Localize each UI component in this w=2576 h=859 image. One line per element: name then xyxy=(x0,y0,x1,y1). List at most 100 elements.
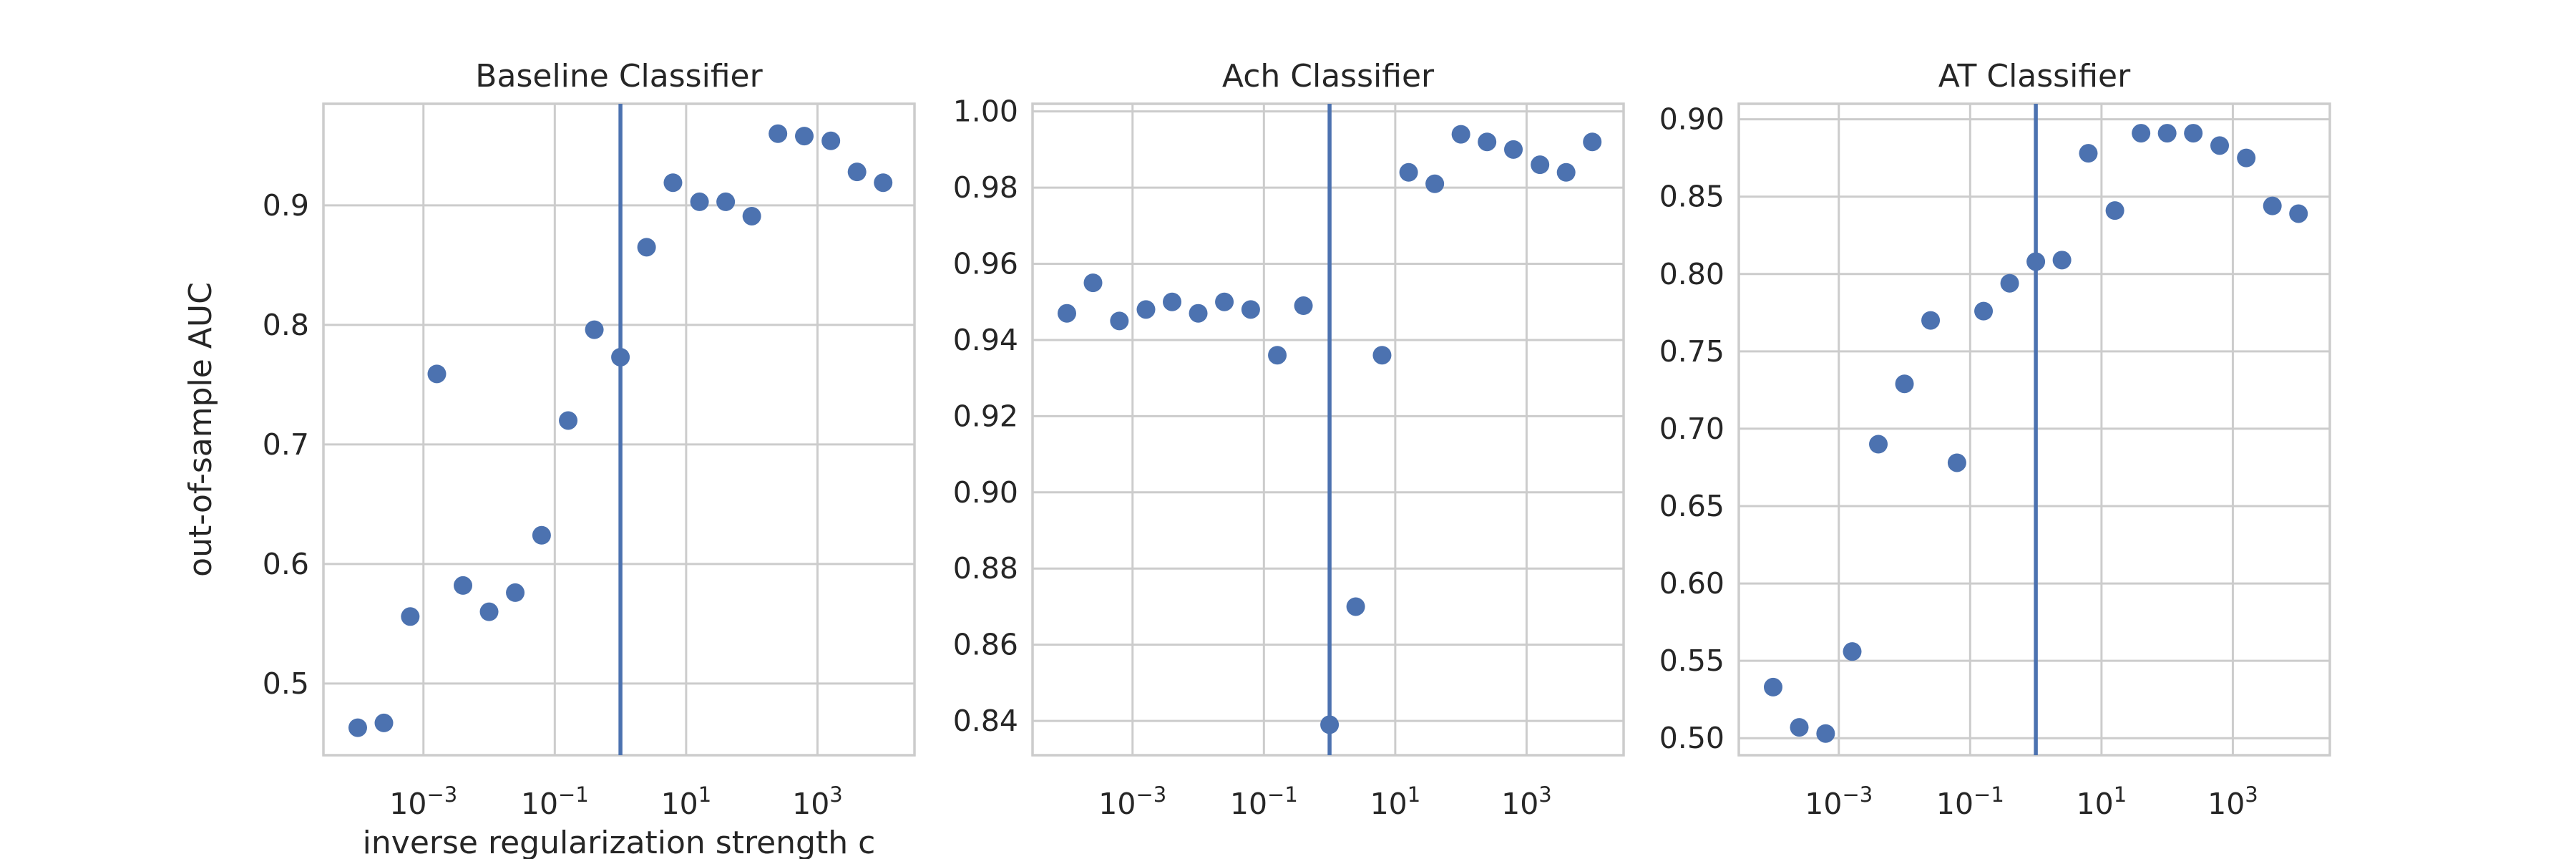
data-point xyxy=(1531,155,1550,175)
data-point xyxy=(821,131,841,150)
data-point xyxy=(1478,132,1497,152)
data-point xyxy=(2000,273,2019,293)
y-axis-label: out-of-sample AUC xyxy=(182,282,219,577)
data-point xyxy=(2210,136,2230,155)
x-tick-label: 10−3 xyxy=(389,782,457,821)
data-point xyxy=(506,583,525,602)
y-tick-label: 0.85 xyxy=(1659,180,1724,214)
data-point xyxy=(1425,174,1445,193)
data-point xyxy=(1974,301,1994,321)
data-point xyxy=(1346,597,1365,616)
data-point xyxy=(454,576,473,595)
data-point xyxy=(1215,292,1234,311)
y-tick-label: 0.8 xyxy=(263,308,309,342)
chart-title: AT Classifier xyxy=(1938,58,2131,94)
data-point xyxy=(1583,132,1602,152)
data-point xyxy=(637,238,656,257)
y-tick-label: 0.7 xyxy=(263,427,309,462)
x-axis-label: inverse regularization strength c xyxy=(363,825,876,859)
data-point xyxy=(1843,642,1862,661)
chart-title: Ach Classifier xyxy=(1222,58,1435,94)
chart-panel-3: 0.50 0.55 0.60 0.65 0.70 0.75 0.80 0.85 0.90 10−3… xyxy=(1659,58,2331,821)
data-point xyxy=(1294,296,1313,316)
data-point xyxy=(532,525,551,545)
data-point xyxy=(1816,724,1835,743)
data-point xyxy=(1372,346,1392,365)
y-tick-label: 0.50 xyxy=(1659,721,1724,755)
data-point xyxy=(1241,300,1260,319)
x-tick-label: 103 xyxy=(2207,782,2258,821)
x-tick-label: 10−3 xyxy=(1805,782,1873,821)
x-tick-label: 10−1 xyxy=(1936,782,2004,821)
x-tick-label: 103 xyxy=(1501,782,1552,821)
data-point xyxy=(2237,148,2256,168)
x-tick-label: 101 xyxy=(1370,782,1421,821)
data-point xyxy=(1057,304,1076,323)
y-tick-label: 0.94 xyxy=(953,323,1018,357)
data-point xyxy=(1320,715,1340,734)
data-point xyxy=(585,320,604,339)
data-point xyxy=(2105,201,2124,220)
data-point xyxy=(663,173,683,193)
data-point xyxy=(769,124,788,143)
x-tick-label: 10−3 xyxy=(1098,782,1166,821)
x-tick-label: 101 xyxy=(2077,782,2127,821)
data-point xyxy=(1399,162,1418,182)
y-tick-label: 0.55 xyxy=(1659,644,1724,678)
y-tick-label: 0.92 xyxy=(953,399,1018,433)
data-point xyxy=(2079,144,2098,163)
y-tick-label: 0.60 xyxy=(1659,566,1724,601)
data-point xyxy=(2184,124,2203,143)
y-tick-label: 0.84 xyxy=(953,704,1018,738)
data-point xyxy=(1110,311,1129,331)
data-point xyxy=(742,206,761,225)
y-tick-label: 0.86 xyxy=(953,628,1018,662)
data-point xyxy=(611,347,630,367)
y-tick-label: 0.9 xyxy=(263,188,309,223)
data-point xyxy=(2052,251,2072,270)
data-point xyxy=(2026,252,2046,271)
data-point xyxy=(348,718,367,737)
data-point xyxy=(1451,125,1470,144)
data-point xyxy=(1083,273,1103,293)
chart-title: Baseline Classifier xyxy=(475,58,763,94)
y-tick-label: 0.75 xyxy=(1659,334,1724,369)
data-point xyxy=(1869,435,1888,454)
data-point xyxy=(427,364,447,384)
x-tick-label: 10−1 xyxy=(521,782,589,821)
data-point xyxy=(1947,453,1966,472)
y-tick-label: 0.80 xyxy=(1659,257,1724,291)
data-point xyxy=(1136,300,1156,319)
x-tick-label: 103 xyxy=(792,782,843,821)
chart-panel-2: 0.84 0.86 0.88 0.90 0.92 0.94 0.96 0.98 1.00 10−3… xyxy=(953,58,1625,821)
data-point xyxy=(479,602,499,621)
data-point xyxy=(1895,374,1914,394)
x-tick-label: 101 xyxy=(661,782,712,821)
data-point xyxy=(1163,292,1182,311)
data-point xyxy=(2132,124,2151,143)
data-point xyxy=(2157,124,2177,143)
y-tick-label: 0.65 xyxy=(1659,489,1724,523)
y-tick-label: 0.5 xyxy=(263,666,309,701)
y-tick-label: 0.98 xyxy=(953,170,1018,205)
x-tick-label: 10−1 xyxy=(1230,782,1298,821)
y-tick-label: 1.00 xyxy=(953,94,1018,129)
data-point xyxy=(2289,204,2308,223)
data-point xyxy=(1268,346,1287,365)
data-point xyxy=(874,173,893,193)
data-point xyxy=(690,192,709,211)
chart-panel-1: 0.5 0.6 0.7 0.8 0.9 10−3 10−1 101 103 Baseline Cl… xyxy=(182,58,916,859)
data-point xyxy=(716,192,736,211)
data-point xyxy=(847,162,867,182)
y-tick-label: 0.6 xyxy=(263,547,309,581)
y-tick-label: 0.70 xyxy=(1659,412,1724,446)
y-tick-label: 0.88 xyxy=(953,551,1018,586)
data-point xyxy=(1790,718,1809,737)
data-point xyxy=(374,713,394,732)
panels: 0.5 0.6 0.7 0.8 0.9 10−3 10−1 101 103 Baseline Cl… xyxy=(182,58,2331,859)
data-point xyxy=(795,127,814,146)
data-point xyxy=(1189,304,1208,323)
data-point xyxy=(1556,162,1576,182)
data-point xyxy=(1763,677,1782,697)
